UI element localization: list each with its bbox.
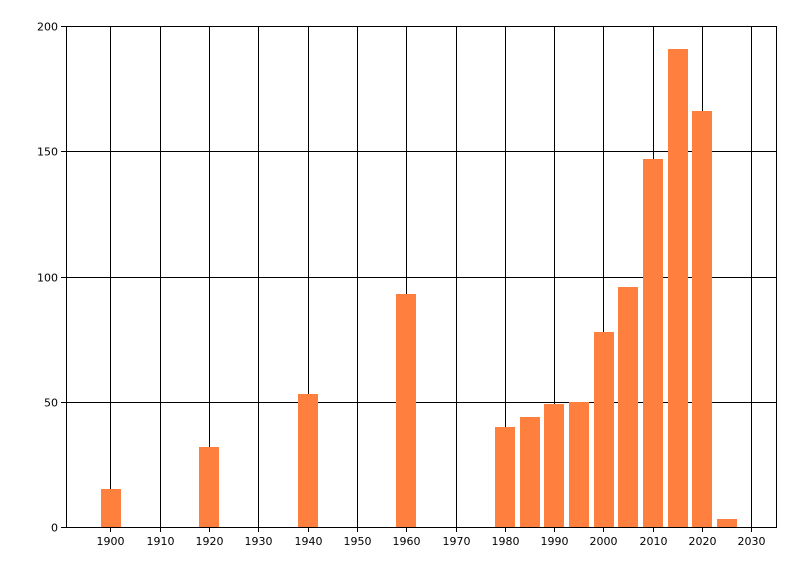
x-axis-tick-labels: 1900 1910 1920 1930 1940 1950 1960 1970 1980 1990…: [97, 535, 766, 548]
bar-1920: [199, 447, 219, 527]
bar-1985: [520, 417, 540, 527]
x-tick-label: 1900: [97, 535, 125, 548]
bar-2015: [668, 49, 688, 527]
y-tick-label: 50: [44, 397, 58, 410]
x-tick-label: 1930: [245, 535, 273, 548]
x-tick-label: 1990: [541, 535, 569, 548]
bar-2000: [594, 332, 614, 527]
bar-1900: [101, 489, 121, 527]
x-tick-label: 1940: [295, 535, 323, 548]
bar-2025: [717, 519, 737, 527]
x-tick-label: 1950: [344, 535, 372, 548]
bar-1960: [396, 294, 416, 527]
bar-2020: [692, 111, 712, 527]
bar-1940: [298, 394, 318, 527]
bar-1995: [569, 402, 589, 527]
x-tick-label: 2010: [640, 535, 668, 548]
x-tick-label: 1910: [147, 535, 175, 548]
bar-1980: [495, 427, 515, 527]
bar-2005: [618, 287, 638, 527]
axes: [66, 26, 777, 528]
x-tick-label: 2000: [590, 535, 618, 548]
bar-2010: [643, 159, 663, 527]
bar-1990: [544, 404, 564, 527]
x-tick-label: 2020: [689, 535, 717, 548]
x-tick-label: 2030: [738, 535, 766, 548]
y-tick-label: 0: [51, 522, 58, 535]
y-tick-label: 200: [37, 21, 58, 34]
plot-frame: [66, 26, 777, 528]
x-tick-label: 1920: [196, 535, 224, 548]
y-tick-label: 100: [37, 272, 58, 285]
x-tick-label: 1970: [443, 535, 471, 548]
bars: [101, 49, 737, 527]
x-tick-label: 1980: [492, 535, 520, 548]
y-tick-label: 150: [37, 146, 58, 159]
x-tick-label: 1960: [393, 535, 421, 548]
y-axis-tick-labels: 0 50 100 150 200: [37, 21, 58, 535]
